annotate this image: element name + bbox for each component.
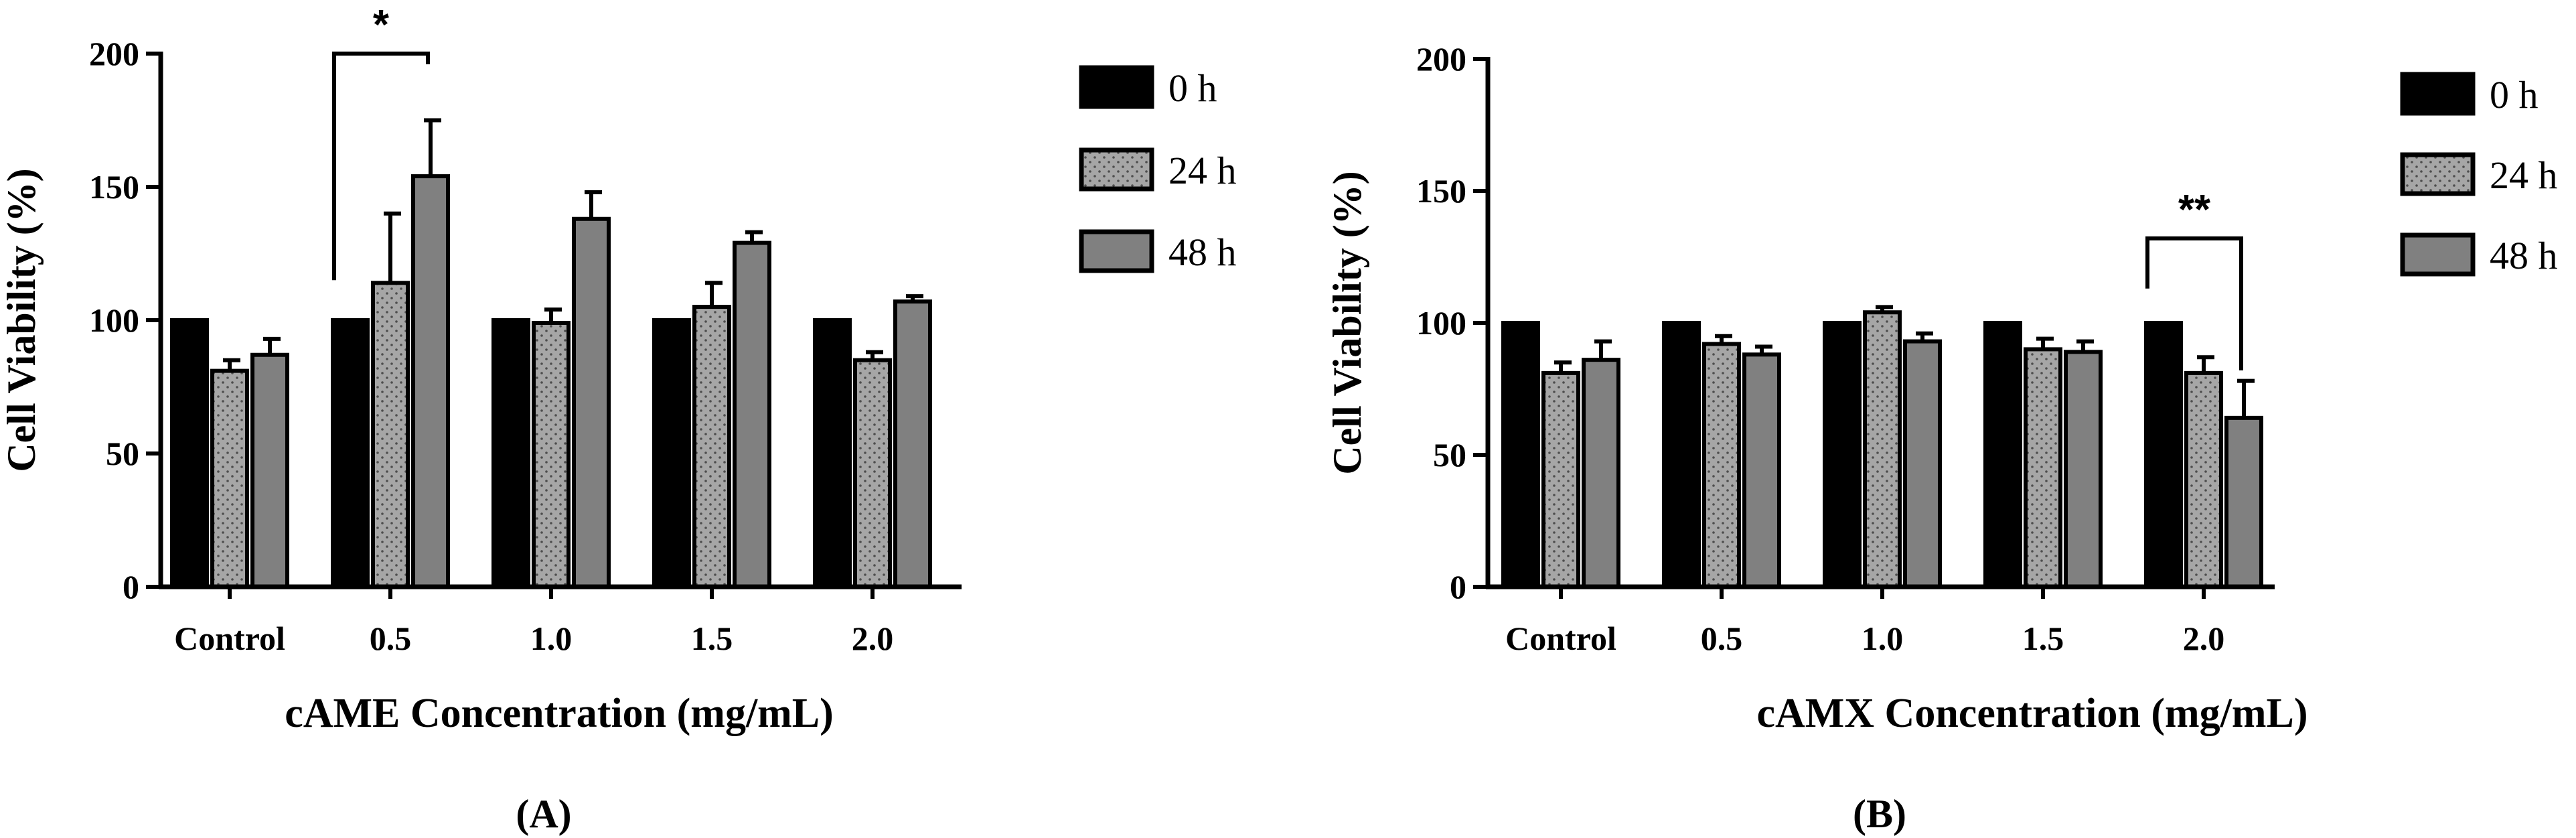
x-tick-label: 1.0: [530, 620, 573, 657]
bar-0h-2_0: [813, 318, 852, 589]
legend-swatch: [1079, 65, 1154, 109]
bar-48h-0_5: [1742, 352, 1781, 589]
legend: 0 h 24 h 48 h: [2400, 72, 2558, 277]
y-tick-label: 100: [89, 301, 139, 339]
significance-marker: *: [332, 2, 430, 281]
bar-0h-1_5: [1983, 321, 2022, 589]
x-tick-label: 1.0: [1862, 620, 1904, 657]
bar-0h-0_5: [331, 318, 370, 589]
y-tick-label: 0: [123, 568, 139, 606]
bar-48h-1_5: [2064, 350, 2103, 589]
bar-0h-Control: [170, 318, 209, 589]
x-tick-label: 0.5: [1701, 620, 1743, 657]
x-tick-label: Control: [174, 620, 285, 657]
legend-label: 48 h: [2490, 234, 2558, 277]
significance-bracket: [332, 52, 430, 281]
x-axis-title: cAME Concentration (mg/mL): [285, 691, 834, 736]
legend-label: 48 h: [1168, 230, 1237, 274]
bar-24h-2_0: [2184, 370, 2223, 589]
significance-label: **: [2178, 187, 2211, 233]
bar-48h-Control: [1582, 358, 1620, 589]
bar-0h-Control: [1501, 321, 1540, 589]
y-tick-label: 50: [106, 435, 139, 472]
panel-label: (A): [516, 792, 571, 836]
x-tick-label: 1.5: [2022, 620, 2064, 657]
legend-label: 0 h: [1168, 66, 1217, 110]
x-tick-label: 1.5: [691, 620, 733, 657]
bar-0h-0_5: [1662, 321, 1701, 589]
bar-0h-2_0: [2144, 321, 2183, 589]
x-tick-label: Control: [1505, 620, 1616, 657]
legend-swatch: [1079, 229, 1154, 273]
legend-swatch: [2400, 152, 2476, 196]
bar-48h-2_0: [893, 299, 932, 589]
bar-48h-1_5: [733, 240, 771, 589]
bar-24h-1_5: [692, 305, 731, 589]
bar-24h-1_0: [1863, 310, 1902, 589]
y-tick-label: 200: [1416, 40, 1466, 78]
legend-label: 24 h: [2490, 153, 2558, 197]
significance-marker: **: [2145, 187, 2243, 370]
chart-panel-a: Control 0.5 1.0 1.5 2.0 0 50 100 150 200 Cell Viab…: [0, 2, 1237, 836]
legend: 0 h 24 h 48 h: [1079, 65, 1237, 274]
bar-0h-1_0: [1823, 321, 1862, 589]
bar-24h-0_5: [371, 281, 410, 589]
bar-48h-0_5: [411, 174, 450, 589]
bar-24h-Control: [1541, 370, 1580, 589]
legend-swatch: [2400, 232, 2476, 277]
bar-24h-1_0: [532, 320, 571, 589]
bar-48h-Control: [250, 352, 289, 589]
x-tick-label: 2.0: [2183, 620, 2225, 657]
bar-24h-2_0: [853, 358, 892, 589]
bar-24h-1_5: [2024, 347, 2062, 589]
y-tick-label: 150: [89, 168, 139, 206]
legend-label: 24 h: [1168, 149, 1237, 192]
y-tick-label: 150: [1416, 172, 1466, 210]
significance-bracket: [2145, 236, 2243, 370]
bar-0h-1_5: [652, 318, 691, 589]
legend-swatch: [2400, 72, 2476, 116]
significance-label: *: [373, 2, 390, 48]
x-axis-title: cAMX Concentration (mg/mL): [1756, 691, 2307, 736]
bar-0h-1_0: [491, 318, 530, 589]
y-tick-label: 200: [89, 35, 139, 72]
legend-label: 0 h: [2490, 73, 2539, 117]
bar-48h-1_0: [572, 216, 611, 589]
bar-48h-1_0: [1903, 339, 1942, 589]
bar-24h-0_5: [1702, 342, 1741, 589]
chart-panel-b: Control 0.5 1.0 1.5 2.0 0 50 100 150 200 Cell Viab…: [1325, 40, 2558, 836]
bar-24h-Control: [210, 368, 249, 589]
y-axis-title: Cell Viability (%): [1325, 171, 1369, 474]
legend-swatch: [1079, 147, 1154, 192]
y-tick-label: 100: [1416, 304, 1466, 342]
x-tick-label: 0.5: [370, 620, 412, 657]
y-axis-title: Cell Viability (%): [0, 168, 44, 472]
panel-label: (B): [1853, 792, 1906, 836]
y-tick-label: 0: [1450, 568, 1466, 606]
bar-48h-2_0: [2224, 415, 2263, 589]
x-tick-label: 2.0: [852, 620, 894, 657]
y-tick-label: 50: [1433, 436, 1466, 474]
